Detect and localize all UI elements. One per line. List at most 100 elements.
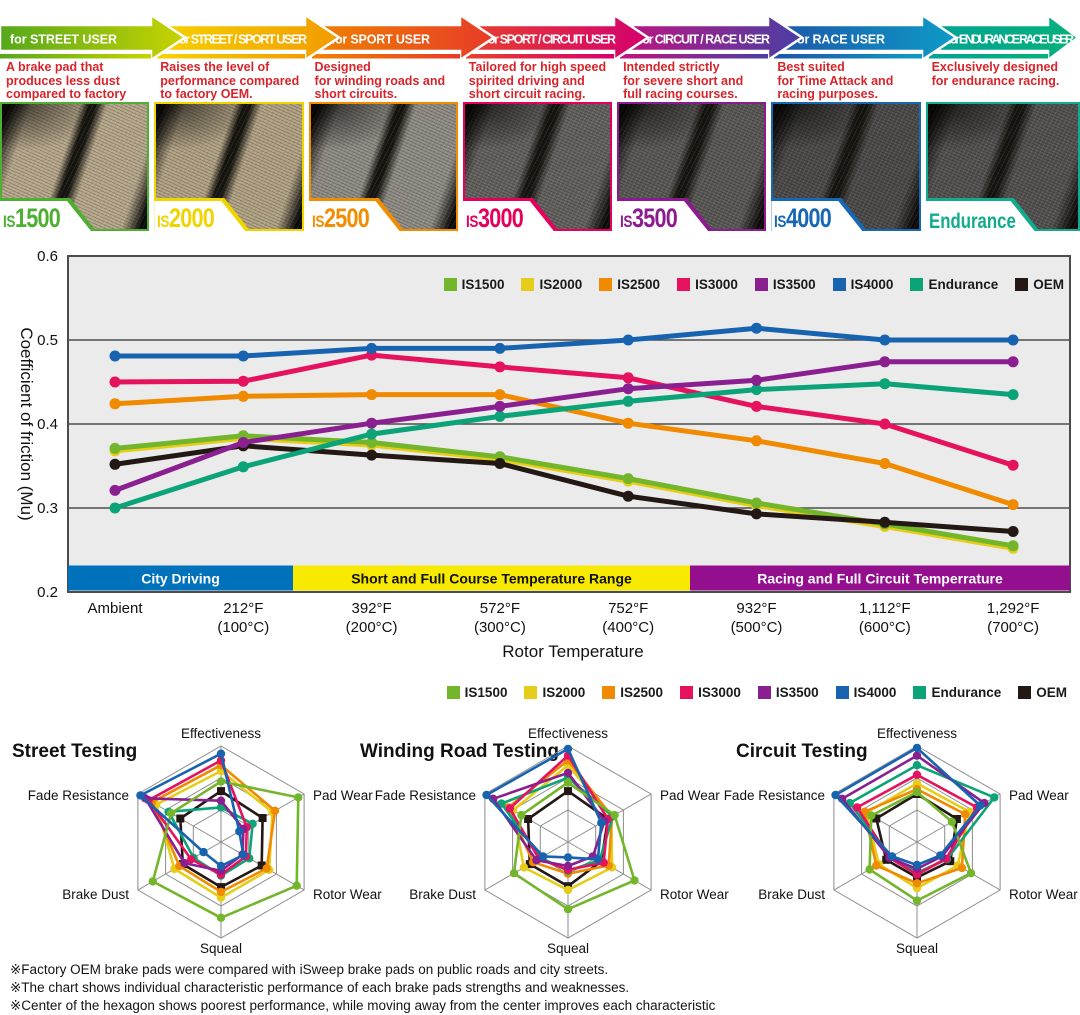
x-axis-title: Rotor Temperature — [502, 642, 643, 661]
legend-item: Endurance — [910, 277, 998, 292]
data-point-IS3000 — [494, 361, 506, 373]
radar-point-Endurance — [912, 761, 922, 770]
product-photo: IS3000 — [462, 102, 613, 233]
radar-point-IS2000 — [912, 779, 922, 788]
radar-point-IS2000 — [216, 893, 226, 902]
banner-underline — [928, 54, 1048, 59]
legend-swatch — [835, 686, 849, 699]
radar-point-IS2000 — [519, 863, 529, 872]
data-point-IS3000 — [1007, 459, 1019, 471]
legend-swatch — [754, 278, 768, 291]
data-point-Endurance — [237, 461, 249, 473]
product-description-line: spirited driving and — [468, 73, 585, 88]
radar-axis-label: Pad Wear — [660, 788, 720, 803]
data-point-IS3500 — [237, 437, 249, 448]
data-point-IS4000 — [237, 350, 249, 362]
radar-point-OEM — [524, 815, 533, 823]
data-point-OEM — [879, 516, 891, 528]
banner-arrow: for STREET USER — [0, 12, 188, 63]
legend-item: OEM — [1015, 277, 1064, 292]
radar-point-IS1500 — [166, 809, 176, 818]
radar-point-IS1500 — [292, 881, 301, 890]
legend-label: Endurance — [928, 277, 999, 292]
legend-item: OEM — [1018, 685, 1067, 700]
legend-label: IS2000 — [542, 685, 586, 700]
legend-item: IS4000 — [835, 685, 896, 700]
legend-swatch — [913, 686, 927, 699]
y-tick-label: 0.6 — [37, 248, 58, 265]
radar-axis-label: Pad Wear — [313, 788, 373, 803]
x-tick-label: 752°F — [608, 600, 648, 617]
radar-charts-legend: IS1500 IS2000 IS2500 IS3000 IS3500 IS4000 Endu… — [446, 685, 1067, 700]
radar-axis-label: Brake Dust — [62, 887, 129, 902]
radar-point-IS3500 — [180, 858, 189, 868]
data-point-IS4000 — [751, 322, 762, 334]
data-point-IS3500 — [879, 356, 891, 368]
data-point-IS3500 — [109, 484, 121, 496]
radar-point-IS1500 — [216, 913, 226, 922]
legend-swatch — [677, 278, 691, 291]
radar-axis-label: Squeal — [547, 941, 589, 956]
product-description-line: Designed — [314, 60, 371, 74]
x-tick-label-sub: (400°C) — [602, 619, 654, 636]
data-point-Endurance — [751, 384, 762, 396]
legend-swatch — [524, 686, 538, 699]
x-tick-label: Ambient — [87, 600, 143, 617]
radar-axis-label: Fade Resistance — [28, 788, 129, 803]
legend-swatch — [521, 278, 535, 291]
x-tick-label: 212°F — [223, 600, 263, 617]
product-photo: IS2500 — [308, 102, 458, 232]
product-name-tab: IS3500 — [617, 198, 735, 232]
product-description: Exclusively designed for endurance racing… — [932, 60, 1078, 88]
x-tick-label: 392°F — [351, 600, 391, 617]
legend-item: Endurance — [913, 685, 1001, 700]
y-tick-label: 0.4 — [37, 416, 58, 433]
radar-point-IS4000 — [936, 851, 945, 860]
product-name-tab: IS1500 — [0, 198, 118, 232]
legend-label: IS4000 — [850, 277, 894, 292]
radar-point-IS3500 — [532, 856, 541, 865]
product-photo: IS3500 — [617, 102, 767, 232]
radar-point-IS4000 — [136, 791, 145, 800]
banner-underline — [774, 54, 923, 59]
data-point-OEM — [109, 458, 121, 470]
y-tick-label: 0.5 — [37, 332, 58, 349]
radar-point-IS1500 — [517, 810, 526, 820]
legend-label: IS3000 — [695, 277, 738, 292]
radar-point-IS4000 — [887, 852, 897, 861]
footnote: ※Factory OEM brake pads were compared wi… — [10, 962, 609, 977]
footnote: ※The chart shows individual characterist… — [10, 980, 630, 995]
radar-point-IS1500 — [610, 810, 619, 820]
product-name-number: 3000 — [477, 203, 524, 233]
banner-arrow: for ENDURANCE RACE USER — [922, 12, 1080, 63]
legend-label: Endurance — [931, 685, 1002, 700]
radar-point-IS1500 — [912, 896, 922, 905]
product-card: for CIRCUIT / RACE USER Intended strictly… — [614, 0, 805, 240]
legend-label: OEM — [1036, 685, 1067, 700]
legend-swatch — [757, 686, 771, 699]
friction-chart-section: City Driving Short and Full Course Temper… — [0, 240, 1080, 665]
radar-point-IS2500 — [270, 806, 280, 815]
banner-underline — [311, 54, 460, 59]
temperature-band-label: City Driving — [141, 571, 220, 587]
radar-axis-label: Rotor Wear — [660, 887, 729, 902]
legend-label: OEM — [1033, 277, 1064, 292]
product-photo: IS1500 — [0, 102, 150, 232]
data-point-OEM — [366, 449, 378, 461]
radar-point-IS4000 — [593, 855, 603, 864]
radar-axis-label: Fade Resistance — [724, 788, 825, 803]
legend-swatch — [443, 278, 457, 291]
data-point-IS3500 — [751, 374, 762, 386]
radar-point-IS3000 — [852, 803, 862, 812]
x-tick-label-sub: (200°C) — [346, 619, 398, 636]
radar-title: Winding Road Testing — [360, 741, 559, 762]
legend-swatch — [680, 686, 694, 699]
radar-point-IS1500 — [865, 865, 874, 874]
legend-item: IS2500 — [602, 685, 663, 700]
data-point-IS3500 — [1007, 356, 1019, 368]
line-series-Endurance — [112, 381, 1016, 511]
radar-axis-label: Rotor Wear — [313, 887, 382, 902]
banner-label: for SPORT / CIRCUIT USER — [485, 33, 616, 47]
data-point-IS3000 — [751, 400, 762, 412]
